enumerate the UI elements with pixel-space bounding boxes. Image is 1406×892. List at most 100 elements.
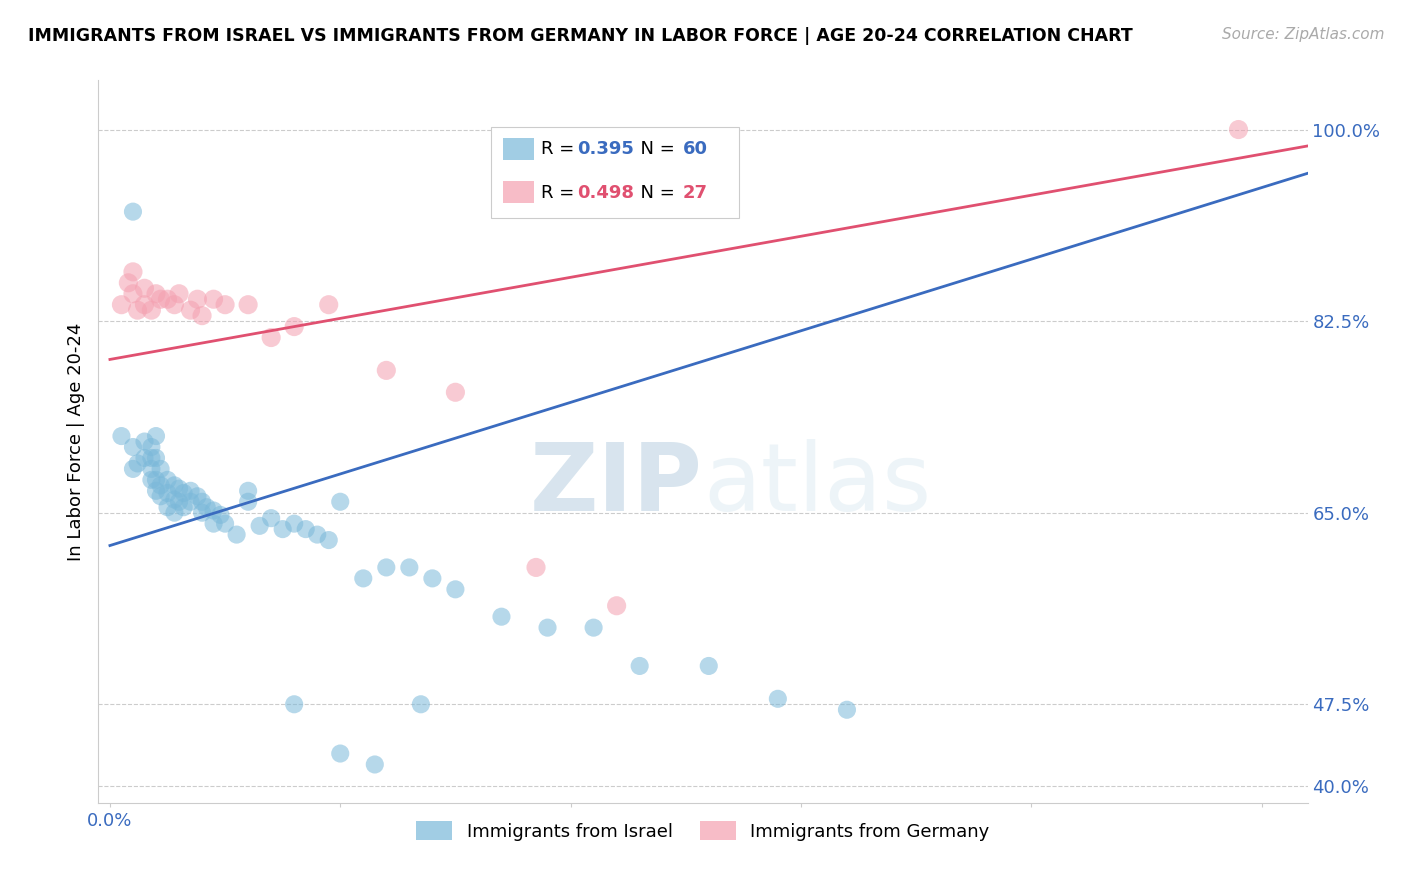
Text: N =: N =	[630, 139, 681, 158]
Point	[191, 309, 214, 323]
Text: R =: R =	[541, 184, 579, 202]
Point	[110, 429, 132, 443]
Point	[835, 703, 858, 717]
Point	[1227, 122, 1250, 136]
Text: IMMIGRANTS FROM ISRAEL VS IMMIGRANTS FROM GERMANY IN LABOR FORCE | AGE 20-24 COR: IMMIGRANTS FROM ISRAEL VS IMMIGRANTS FRO…	[28, 27, 1133, 45]
Point	[191, 494, 214, 508]
Point	[122, 265, 145, 279]
Point	[444, 582, 467, 597]
Point	[163, 298, 186, 312]
Point	[375, 363, 398, 377]
Point	[167, 482, 190, 496]
Text: 0.498: 0.498	[578, 184, 634, 202]
Text: N =: N =	[630, 184, 681, 202]
Point	[141, 473, 163, 487]
Point	[536, 621, 558, 635]
Point	[141, 440, 163, 454]
Point	[127, 457, 149, 471]
Point	[398, 560, 420, 574]
Point	[145, 483, 167, 498]
Point	[444, 385, 467, 400]
Bar	[503, 138, 534, 160]
Point	[149, 489, 172, 503]
Point	[145, 473, 167, 487]
Point	[167, 494, 190, 508]
Text: R =: R =	[541, 139, 579, 158]
Point	[122, 462, 145, 476]
Point	[122, 204, 145, 219]
Point	[260, 330, 283, 344]
Point	[141, 450, 163, 465]
Point	[294, 522, 316, 536]
Text: atlas: atlas	[703, 439, 931, 531]
Point	[329, 494, 352, 508]
Point	[149, 462, 172, 476]
Point	[195, 500, 218, 515]
Point	[149, 478, 172, 492]
Point	[180, 494, 202, 508]
Point	[110, 298, 132, 312]
Point	[375, 560, 398, 574]
Point	[307, 527, 329, 541]
Point	[202, 503, 225, 517]
Point	[156, 500, 179, 515]
Point	[134, 434, 156, 449]
Point	[186, 489, 208, 503]
FancyBboxPatch shape	[492, 128, 740, 218]
Point	[766, 691, 789, 706]
Point	[134, 298, 156, 312]
Point	[167, 286, 190, 301]
Point	[409, 698, 432, 712]
Y-axis label: In Labor Force | Age 20-24: In Labor Force | Age 20-24	[66, 322, 84, 561]
Point	[260, 511, 283, 525]
Point	[122, 286, 145, 301]
Point	[149, 292, 172, 306]
Point	[236, 494, 259, 508]
Point	[628, 659, 651, 673]
Text: 60: 60	[682, 139, 707, 158]
Point	[697, 659, 720, 673]
Point	[352, 571, 374, 585]
Point	[318, 298, 340, 312]
Bar	[503, 181, 534, 203]
Point	[249, 519, 271, 533]
Point	[156, 486, 179, 500]
Text: 0.395: 0.395	[578, 139, 634, 158]
Point	[156, 473, 179, 487]
Point	[283, 698, 305, 712]
Point	[236, 483, 259, 498]
Point	[214, 298, 236, 312]
Point	[225, 527, 247, 541]
Point	[422, 571, 444, 585]
Point	[524, 560, 547, 574]
Point	[173, 500, 195, 515]
Point	[271, 522, 294, 536]
Point	[122, 440, 145, 454]
Point	[214, 516, 236, 531]
Text: ZIP: ZIP	[530, 439, 703, 531]
Point	[191, 506, 214, 520]
Point	[582, 621, 605, 635]
Point	[134, 450, 156, 465]
Point	[127, 303, 149, 318]
Point	[491, 609, 513, 624]
Point	[186, 292, 208, 306]
Text: 27: 27	[682, 184, 707, 202]
Point	[209, 508, 232, 522]
Text: Source: ZipAtlas.com: Source: ZipAtlas.com	[1222, 27, 1385, 42]
Point	[202, 292, 225, 306]
Point	[117, 276, 139, 290]
Point	[134, 281, 156, 295]
Point	[606, 599, 628, 613]
Point	[318, 533, 340, 547]
Point	[283, 516, 305, 531]
Point	[145, 450, 167, 465]
Point	[180, 303, 202, 318]
Point	[364, 757, 387, 772]
Point	[173, 486, 195, 500]
Point	[236, 298, 259, 312]
Point	[202, 516, 225, 531]
Point	[141, 303, 163, 318]
Point	[156, 292, 179, 306]
Point	[163, 492, 186, 507]
